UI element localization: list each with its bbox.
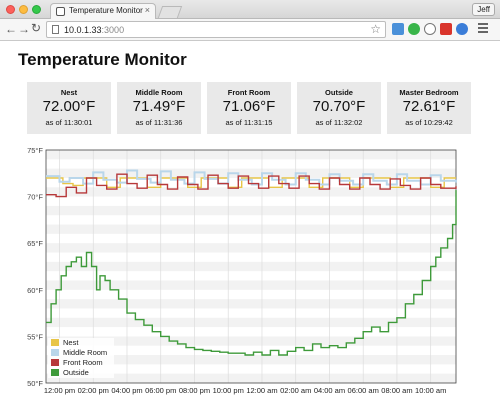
x-tick-label: 04:00 pm [111, 386, 142, 395]
x-tick-label: 04:00 am [314, 386, 345, 395]
sensor-temp: 71.49°F [132, 98, 186, 115]
legend-swatch [51, 349, 59, 356]
y-tick-label: 60°F [27, 286, 43, 295]
browser-titlebar: Temperature Monitor × Jeff [0, 0, 500, 19]
forward-arrow-icon[interactable]: → [18, 22, 30, 36]
plot-frame [45, 149, 457, 384]
grid-stripe [46, 336, 456, 346]
x-tick-label: 02:00 am [280, 386, 311, 395]
page-title: Temperature Monitor [18, 50, 187, 69]
back-arrow-icon[interactable]: ← [5, 22, 17, 36]
legend-item: Nest [48, 338, 114, 348]
grid-stripe [46, 317, 456, 328]
grid-stripe [46, 224, 456, 234]
legend-label: Front Room [63, 358, 103, 367]
x-tick-label: 12:00 pm [44, 386, 75, 395]
x-tick-label: 02:00 pm [78, 386, 109, 395]
x-tick-label: 06:00 am [348, 386, 379, 395]
series-line-outside [46, 190, 457, 356]
url-text[interactable]: 10.0.1.33:3000 [64, 25, 124, 35]
grid-stripe [46, 205, 456, 216]
browser-menu-icon[interactable] [478, 23, 488, 35]
sensor-time: as of 11:32:02 [315, 118, 363, 127]
x-tick-label: 10:00 am [415, 386, 446, 395]
legend-swatch [51, 369, 59, 376]
x-tick-label: 08:00 am [381, 386, 412, 395]
browser-tab[interactable]: Temperature Monitor × [50, 3, 156, 19]
sensor-temp: 71.06°F [222, 98, 276, 115]
y-tick-label: 50°F [27, 379, 43, 388]
sensor-time: as of 11:31:15 [225, 118, 273, 127]
y-tick-label: 65°F [27, 239, 43, 248]
legend-item: Middle Room [48, 348, 114, 358]
sensor-name: Master Bedroom [399, 88, 459, 97]
sensor-card-nest: Nest 72.00°F as of 11:30:01 [27, 82, 111, 134]
y-tick-label: 70°F [27, 193, 43, 202]
legend-label: Outside [63, 368, 89, 377]
reload-icon[interactable]: ↻ [31, 21, 42, 35]
sensor-card-middle-room: Middle Room 71.49°F as of 11:31:36 [117, 82, 201, 134]
legend-swatch [51, 359, 59, 366]
chart-legend: Nest Middle Room Front Room Outside [48, 338, 114, 378]
sensor-name: Outside [325, 88, 353, 97]
y-tick-label: 75°F [27, 146, 43, 155]
y-tick-label: 55°F [27, 332, 43, 341]
grid-stripe [46, 187, 456, 197]
grid-stripe [46, 280, 456, 290]
legend-item: Outside [48, 368, 114, 378]
sensor-time: as of 11:30:01 [45, 118, 93, 127]
grid-stripe [46, 150, 456, 160]
temperature-chart: 75°F 70°F 65°F 60°F 55°F 50°F12:00 pm 02:00 pm… [27, 146, 457, 395]
x-tick-label: 12:00 am [246, 386, 277, 395]
sensor-card-master-bedroom: Master Bedroom 72.61°F as of 10:29:42 [387, 82, 471, 134]
extension-icon-5[interactable] [456, 23, 468, 35]
extension-icon-1[interactable] [392, 23, 404, 35]
legend-item: Front Room [48, 358, 114, 368]
x-tick-label: 08:00 pm [179, 386, 210, 395]
url-host: 10.0.1.33 [64, 25, 102, 35]
sensor-time: as of 10:29:42 [405, 118, 453, 127]
sensor-card-front-room: Front Room 71.06°F as of 11:31:15 [207, 82, 291, 134]
browser-toolbar: ← → ↻ 10.0.1.33:3000 ☆ [0, 19, 500, 41]
tab-close-icon[interactable]: × [144, 5, 150, 15]
new-tab-button[interactable] [157, 6, 183, 18]
x-tick-label: 10:00 pm [213, 386, 244, 395]
close-window-button[interactable] [6, 5, 15, 14]
extension-icon-4[interactable] [440, 23, 452, 35]
grid-stripe [46, 299, 456, 309]
minimize-window-button[interactable] [19, 5, 28, 14]
user-profile-button[interactable]: Jeff [472, 3, 495, 16]
page-icon [56, 7, 65, 16]
sensor-temp: 70.70°F [312, 98, 366, 115]
grid-stripe [46, 373, 456, 383]
sensor-temp: 72.00°F [42, 98, 96, 115]
tab-title: Temperature Monitor [69, 6, 143, 15]
url-port: :3000 [101, 25, 125, 35]
sensor-time: as of 11:31:36 [135, 118, 183, 127]
extension-icon-2[interactable] [408, 23, 420, 35]
grid-stripe [46, 261, 456, 272]
extension-icon-3[interactable] [424, 23, 436, 35]
sensor-name: Nest [60, 88, 78, 97]
x-tick-label: 06:00 pm [145, 386, 176, 395]
maximize-window-button[interactable] [32, 5, 41, 14]
sensor-name: Front Room [227, 88, 271, 97]
legend-label: Middle Room [63, 348, 108, 357]
grid-stripe [46, 243, 456, 253]
document-icon [52, 25, 59, 34]
legend-swatch [51, 339, 59, 346]
address-bar[interactable]: 10.0.1.33:3000 ☆ [46, 21, 386, 38]
legend-label: Nest [63, 338, 79, 347]
sensor-temp: 72.61°F [402, 98, 456, 115]
bookmark-star-icon[interactable]: ☆ [370, 22, 381, 36]
series-line-front-room [46, 173, 457, 198]
sensor-name: Middle Room [135, 88, 183, 97]
grid-stripe [46, 355, 456, 365]
sensor-card-outside: Outside 70.70°F as of 11:32:02 [297, 82, 381, 134]
grid-stripe [46, 168, 456, 178]
